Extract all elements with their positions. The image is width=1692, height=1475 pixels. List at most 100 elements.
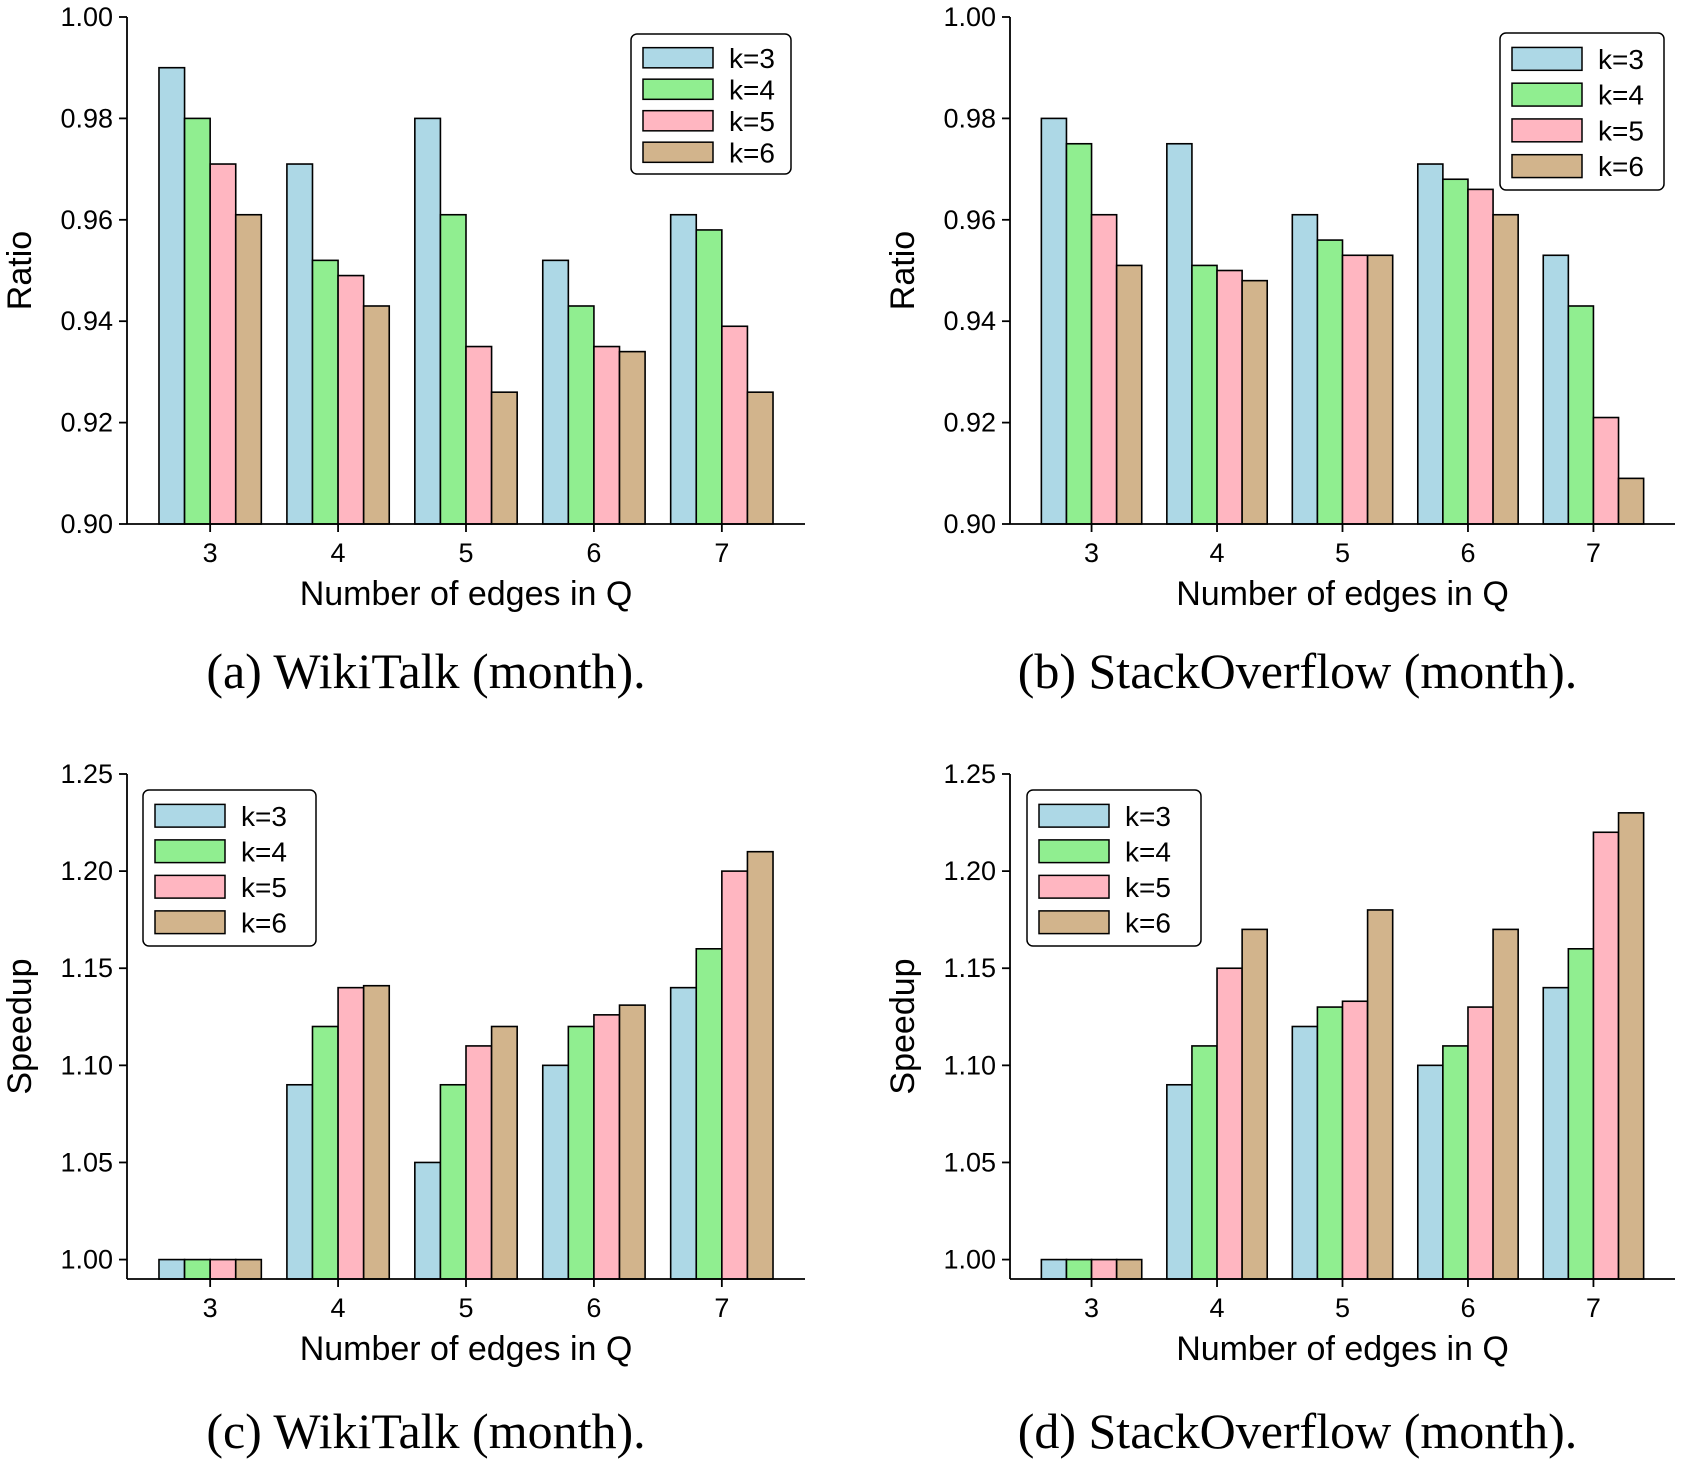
legend-label-k4: k=4	[1598, 80, 1644, 111]
legend: k=3 k=4 k=5 k=6	[142, 789, 317, 947]
legend-label-k6: k=6	[1125, 907, 1171, 938]
x-tick-label: 4	[1210, 1293, 1225, 1323]
bar-k4-q7	[695, 948, 723, 1280]
bar-k4-q4	[1191, 1045, 1218, 1280]
y-tick-label: 1.15	[60, 953, 113, 983]
x-tick-label: 7	[1586, 538, 1601, 568]
bar-k4-q4	[1191, 264, 1218, 525]
bar-k4-q5	[439, 213, 467, 525]
bar-k4-q3	[183, 117, 211, 525]
y-tick-label: 0.94	[60, 306, 113, 336]
y-tick-label: 1.20	[943, 856, 996, 886]
bar-k6-q3	[1115, 264, 1143, 525]
legend-label-k6: k=6	[729, 137, 775, 168]
legend-swatch-k3	[154, 803, 226, 828]
legend-swatch-k6	[642, 141, 714, 164]
legend-box	[142, 789, 317, 947]
bar-k6-q5	[1366, 254, 1394, 525]
bar-k4-q5	[439, 1083, 467, 1280]
bar-k5-q3	[1090, 213, 1118, 525]
panel-c-wikitalk-speedup: 1.00 1.05 1.10 1.15 1.20 1.25 3 4 5 6 7 Number of e…	[1, 759, 805, 1459]
y-tick-label: 0.96	[60, 205, 113, 235]
bar-k6-q6	[1492, 928, 1519, 1280]
bar-k4-q4	[311, 1025, 339, 1280]
legend-swatch-k4	[1511, 82, 1583, 107]
bar-k4-q7	[1567, 948, 1595, 1280]
y-tick-label: 0.98	[943, 103, 996, 133]
bar-k5-q4	[1216, 967, 1243, 1280]
legend-swatch-k3	[1511, 46, 1583, 72]
bar-k3-q4	[286, 163, 314, 525]
panel-caption: (a) WikiTalk (month).	[206, 643, 645, 699]
bar-k3-q7	[669, 986, 698, 1280]
legend-label-k5: k=5	[1125, 872, 1171, 903]
x-tick-label: 7	[714, 538, 729, 568]
legend-swatch-k5	[154, 874, 226, 899]
x-tick-label: 6	[586, 1293, 601, 1323]
bar-k6-q5	[1366, 909, 1394, 1280]
x-axis-label: Number of edges in Q	[300, 1330, 633, 1368]
x-tick-label: 3	[1084, 538, 1099, 568]
bar-k6-q7	[1617, 477, 1645, 525]
legend: k=3 k=4 k=5 k=6	[1499, 32, 1665, 191]
y-tick-label: 1.25	[60, 759, 113, 789]
x-tick-label: 6	[1460, 1293, 1475, 1323]
y-tick-label: 1.00	[943, 2, 996, 32]
legend-label-k3: k=3	[1598, 44, 1644, 75]
y-tick-label: 1.10	[60, 1050, 113, 1080]
y-tick-label: 1.20	[60, 856, 113, 886]
legend-swatch-k4	[642, 78, 714, 101]
bar-k3-q5	[414, 1161, 442, 1280]
x-tick-label: 6	[1460, 538, 1475, 568]
bar-k3-q6	[1416, 163, 1444, 525]
y-tick-label: 1.00	[60, 1245, 113, 1275]
bar-k4-q3	[1065, 1258, 1093, 1280]
bar-k3-q5	[414, 117, 442, 525]
bar-k6-q7	[1617, 812, 1645, 1280]
legend-label-k4: k=4	[1125, 836, 1171, 867]
bar-k3-q5	[1291, 213, 1319, 525]
x-tick-label: 7	[1586, 1293, 1601, 1323]
bar-k3-q7	[669, 213, 698, 525]
y-tick-label: 1.10	[943, 1050, 996, 1080]
bar-k4-q5	[1316, 239, 1344, 525]
legend-label-k3: k=3	[241, 801, 287, 832]
panel-d-stackoverflow-speedup: 1.00 1.05 1.10 1.15 1.20 1.25 3 4 5 6 7 Number of e…	[884, 759, 1675, 1459]
legend-swatch-k3	[642, 46, 714, 69]
bar-k5-q6	[593, 345, 621, 525]
y-tick-label: 0.90	[60, 509, 113, 539]
x-tick-label: 7	[714, 1293, 729, 1323]
legend-swatch-k3	[1038, 803, 1110, 828]
bar-k5-q3	[209, 163, 237, 525]
bar-k4-q7	[1567, 305, 1595, 525]
x-tick-label: 5	[458, 1293, 473, 1323]
legend-swatch-k5	[642, 109, 714, 132]
y-axis-label: Ratio	[1, 231, 39, 310]
bar-k3-q3	[1040, 117, 1068, 525]
bar-k3-q7	[1542, 986, 1570, 1280]
legend-swatch-k6	[1511, 153, 1583, 179]
bar-k5-q5	[465, 1045, 493, 1280]
bar-k5-q6	[1467, 1006, 1494, 1280]
x-tick-label: 3	[203, 1293, 218, 1323]
bar-k3-q7	[1542, 254, 1570, 525]
x-axis-label: Number of edges in Q	[1176, 1330, 1509, 1368]
legend-swatch-k6	[1038, 910, 1110, 935]
bar-k4-q4	[311, 259, 339, 525]
bar-k6-q6	[618, 350, 646, 525]
x-tick-label: 3	[203, 538, 218, 568]
y-tick-label: 1.05	[943, 1147, 996, 1177]
legend-swatch-k6	[154, 910, 226, 935]
x-tick-label: 5	[1335, 1293, 1350, 1323]
x-axis-label: Number of edges in Q	[300, 575, 633, 613]
x-tick-label: 4	[1210, 538, 1225, 568]
x-tick-label: 4	[331, 1293, 346, 1323]
bar-k5-q5	[1341, 1000, 1369, 1280]
y-tick-label: 0.92	[60, 408, 113, 438]
legend: k=3 k=4 k=5 k=6	[1026, 789, 1202, 947]
x-tick-label: 6	[586, 538, 601, 568]
bar-k6-q6	[1492, 213, 1519, 525]
bar-k3-q6	[541, 1064, 570, 1280]
bar-k6-q3	[234, 213, 263, 525]
